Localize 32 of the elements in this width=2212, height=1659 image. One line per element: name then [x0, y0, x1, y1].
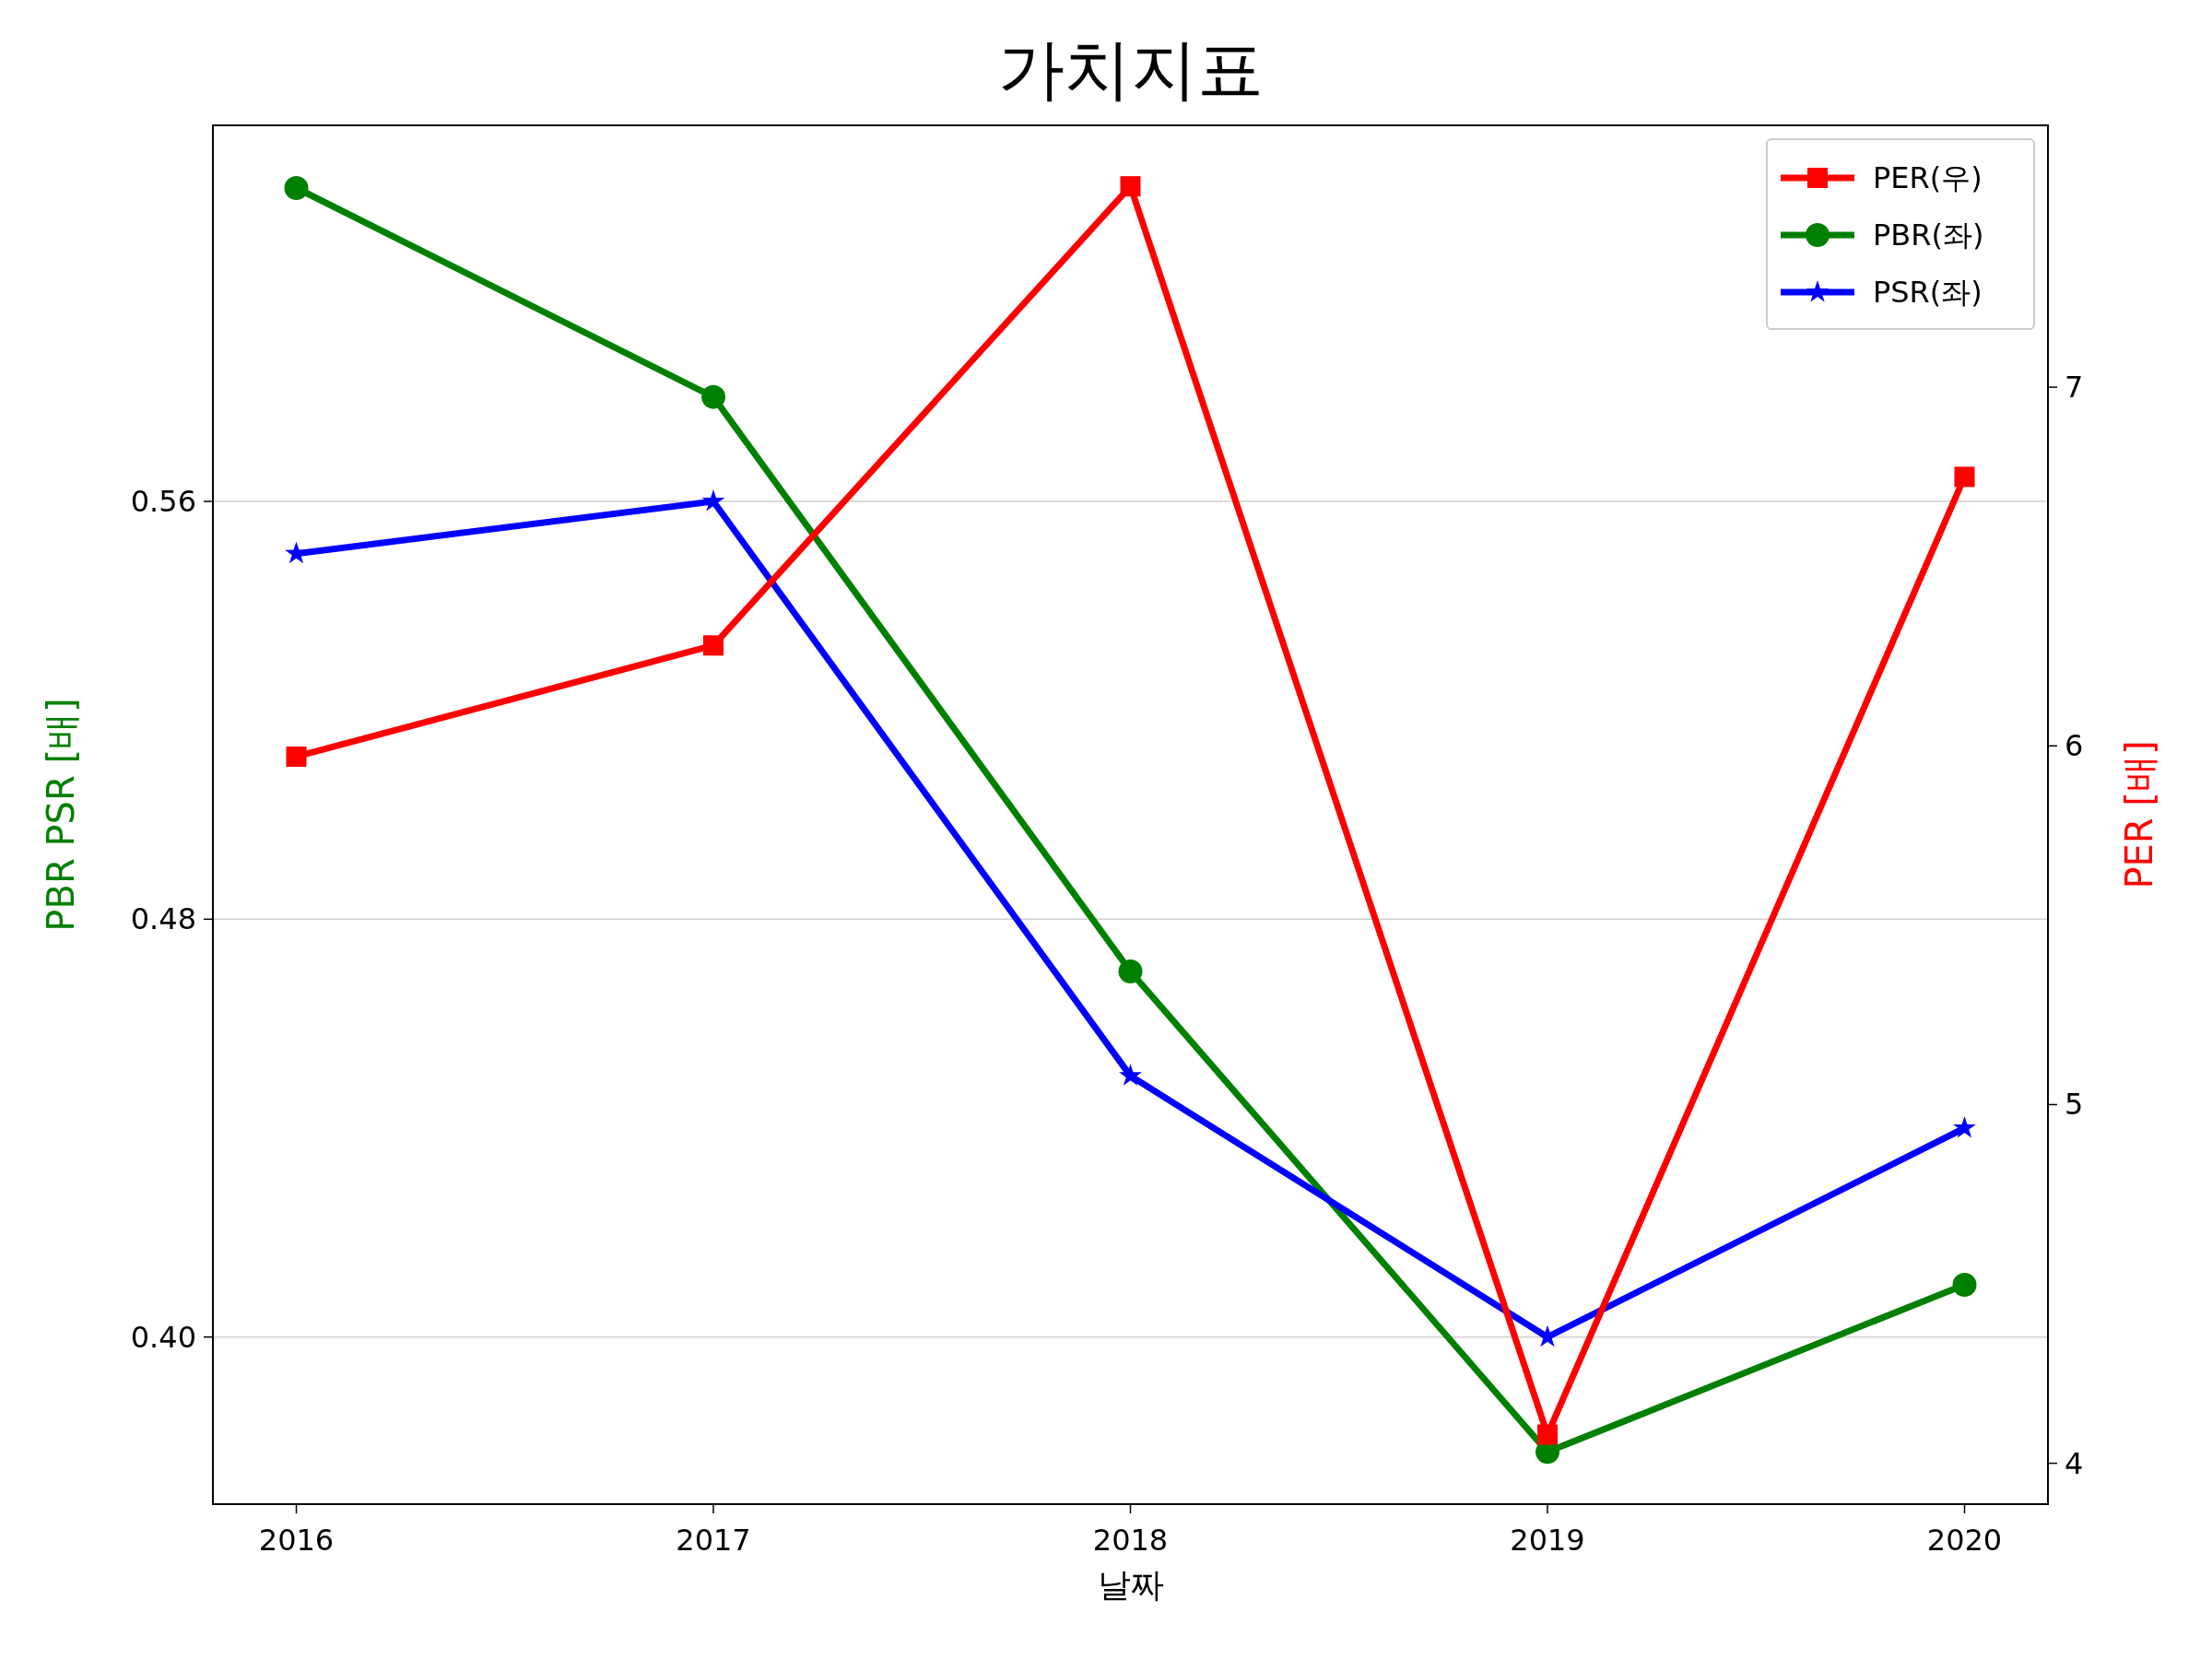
- point: [286, 746, 307, 767]
- y2-tick-label: 7: [2065, 370, 2084, 406]
- y-tick-label: 0.40: [130, 1319, 196, 1355]
- y2-axis-title: PER [배]: [2118, 740, 2160, 889]
- y-axis-title: PBR PSR [배]: [40, 698, 82, 932]
- point: [1954, 466, 1975, 488]
- x-axis-title: 날짜: [1097, 1566, 1164, 1604]
- point: [1118, 959, 1143, 983]
- point: [285, 541, 308, 564]
- legend-label: PER(우): [1873, 160, 1983, 195]
- x-tick-label: 2018: [1092, 1523, 1169, 1558]
- legend-label: PBR(좌): [1873, 218, 1984, 253]
- point: [703, 635, 724, 656]
- point: [1952, 1273, 1977, 1297]
- x-tick-label: 2017: [676, 1523, 751, 1558]
- y2-tick-label: 6: [2065, 728, 2084, 764]
- y2-tick-label: 5: [2065, 1087, 2084, 1123]
- chart-title: 가치지표: [997, 30, 1264, 108]
- point: [1119, 1064, 1142, 1086]
- point: [701, 489, 725, 512]
- y-tick-label: 0.48: [130, 901, 196, 937]
- y-tick-label: 0.56: [130, 484, 196, 519]
- x-tick-label: 2020: [1926, 1523, 2003, 1558]
- legend-label: PSR(좌): [1873, 275, 1983, 310]
- point: [284, 176, 309, 200]
- point: [1953, 1116, 1976, 1138]
- point: [1537, 1424, 1558, 1445]
- point: [1120, 176, 1141, 197]
- point: [701, 384, 725, 409]
- x-tick-label: 2019: [1510, 1523, 1585, 1558]
- x-tick-label: 2016: [258, 1523, 335, 1558]
- y2-tick-label: 4: [2065, 1445, 2084, 1481]
